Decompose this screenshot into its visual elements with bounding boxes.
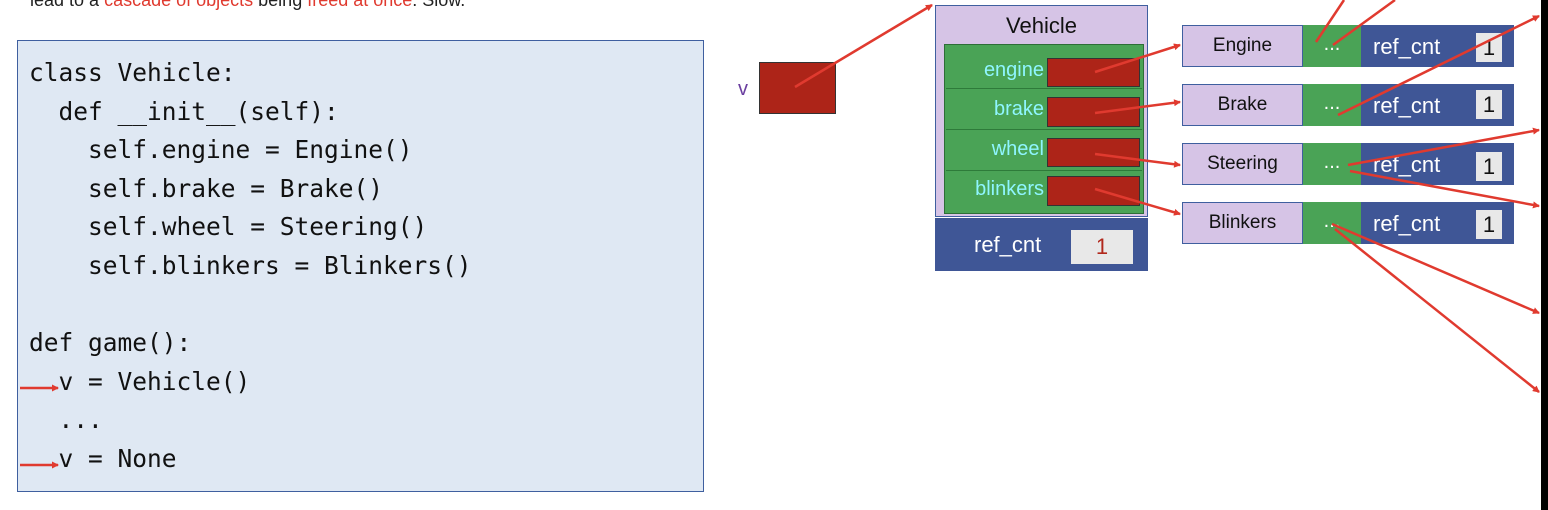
blinkers-ref-count-label: ref_cnt [1373,211,1441,236]
code-line-6: self.blinkers = Blinkers() [29,251,472,280]
field-label-blinkers: blinkers [975,178,1044,200]
arrow-brake [1094,99,1181,115]
arrow-steering-out [1349,169,1540,209]
vehicle-ref-count-label: ref_cnt [974,232,1042,257]
field-divider [946,129,1142,130]
code-line-3: self.engine = Engine() [29,135,413,164]
code-line-8: def game(): [29,328,192,357]
variable-v-label: v [738,78,748,100]
field-label-engine: engine [983,59,1044,81]
code-line-4: self.brake = Brake() [29,174,384,203]
brake-ref-count-label: ref_cnt [1373,93,1441,118]
arrow-blinkers-out [1331,222,1540,315]
arrow-v-to-vehicle [794,3,933,89]
code-panel: class Vehicle: def __init__(self): self.… [17,40,704,492]
field-pointer-wheel [1047,138,1140,167]
field-divider [946,170,1142,171]
arrow-engine-out [1314,0,1346,43]
caption-text: lead to a cascade of objects being freed… [30,0,465,11]
caption-part2: being [253,0,308,10]
blinkers-object-name: Blinkers [1182,202,1303,244]
arrow-engine-out [1332,0,1396,47]
code-line-5: self.wheel = Steering() [29,212,428,241]
caption-part1: lead to a [30,0,105,10]
field-label-brake: brake [993,98,1044,120]
arrow-engine [1094,43,1181,74]
arrow-brake-out [1337,14,1540,117]
arrow-steering-out [1347,127,1540,167]
arrow-blinkers-out [1334,228,1540,393]
code-line-1: class Vehicle: [29,58,236,87]
brake-object-name: Brake [1182,84,1303,126]
caption-highlight-cascade: cascade of objects [104,0,254,10]
field-pointer-blinkers [1047,176,1140,206]
code-line-9: v = Vehicle() [29,367,251,396]
steering-object-name: Steering [1182,143,1303,185]
field-divider [946,88,1142,89]
code-line-11: v = None [29,444,177,473]
engine-object-name: Engine [1182,25,1303,67]
steering-ref-count-label: ref_cnt [1373,152,1441,177]
brake-object-fields: ... [1303,84,1361,126]
brake-ref-count-value: 1 [1476,90,1502,119]
vehicle-title: Vehicle [1006,13,1077,38]
steering-ref-count-value: 1 [1476,152,1502,181]
blinkers-ref-count-value: 1 [1476,210,1502,239]
caption-highlight-freed: freed at once [307,0,413,10]
field-pointer-brake [1047,97,1140,127]
engine-ref-count-label: ref_cnt [1373,34,1441,59]
code-line-10: ... [29,405,103,434]
right-edge-bar [1541,0,1548,510]
arrow-blinkers [1094,187,1181,216]
caption-part3: . Slow. [412,0,466,10]
vehicle-ref-count-value: 1 [1071,230,1133,264]
field-label-wheel: wheel [991,138,1044,160]
code-line-2: def __init__(self): [29,97,339,126]
arrow-steering [1094,152,1181,168]
